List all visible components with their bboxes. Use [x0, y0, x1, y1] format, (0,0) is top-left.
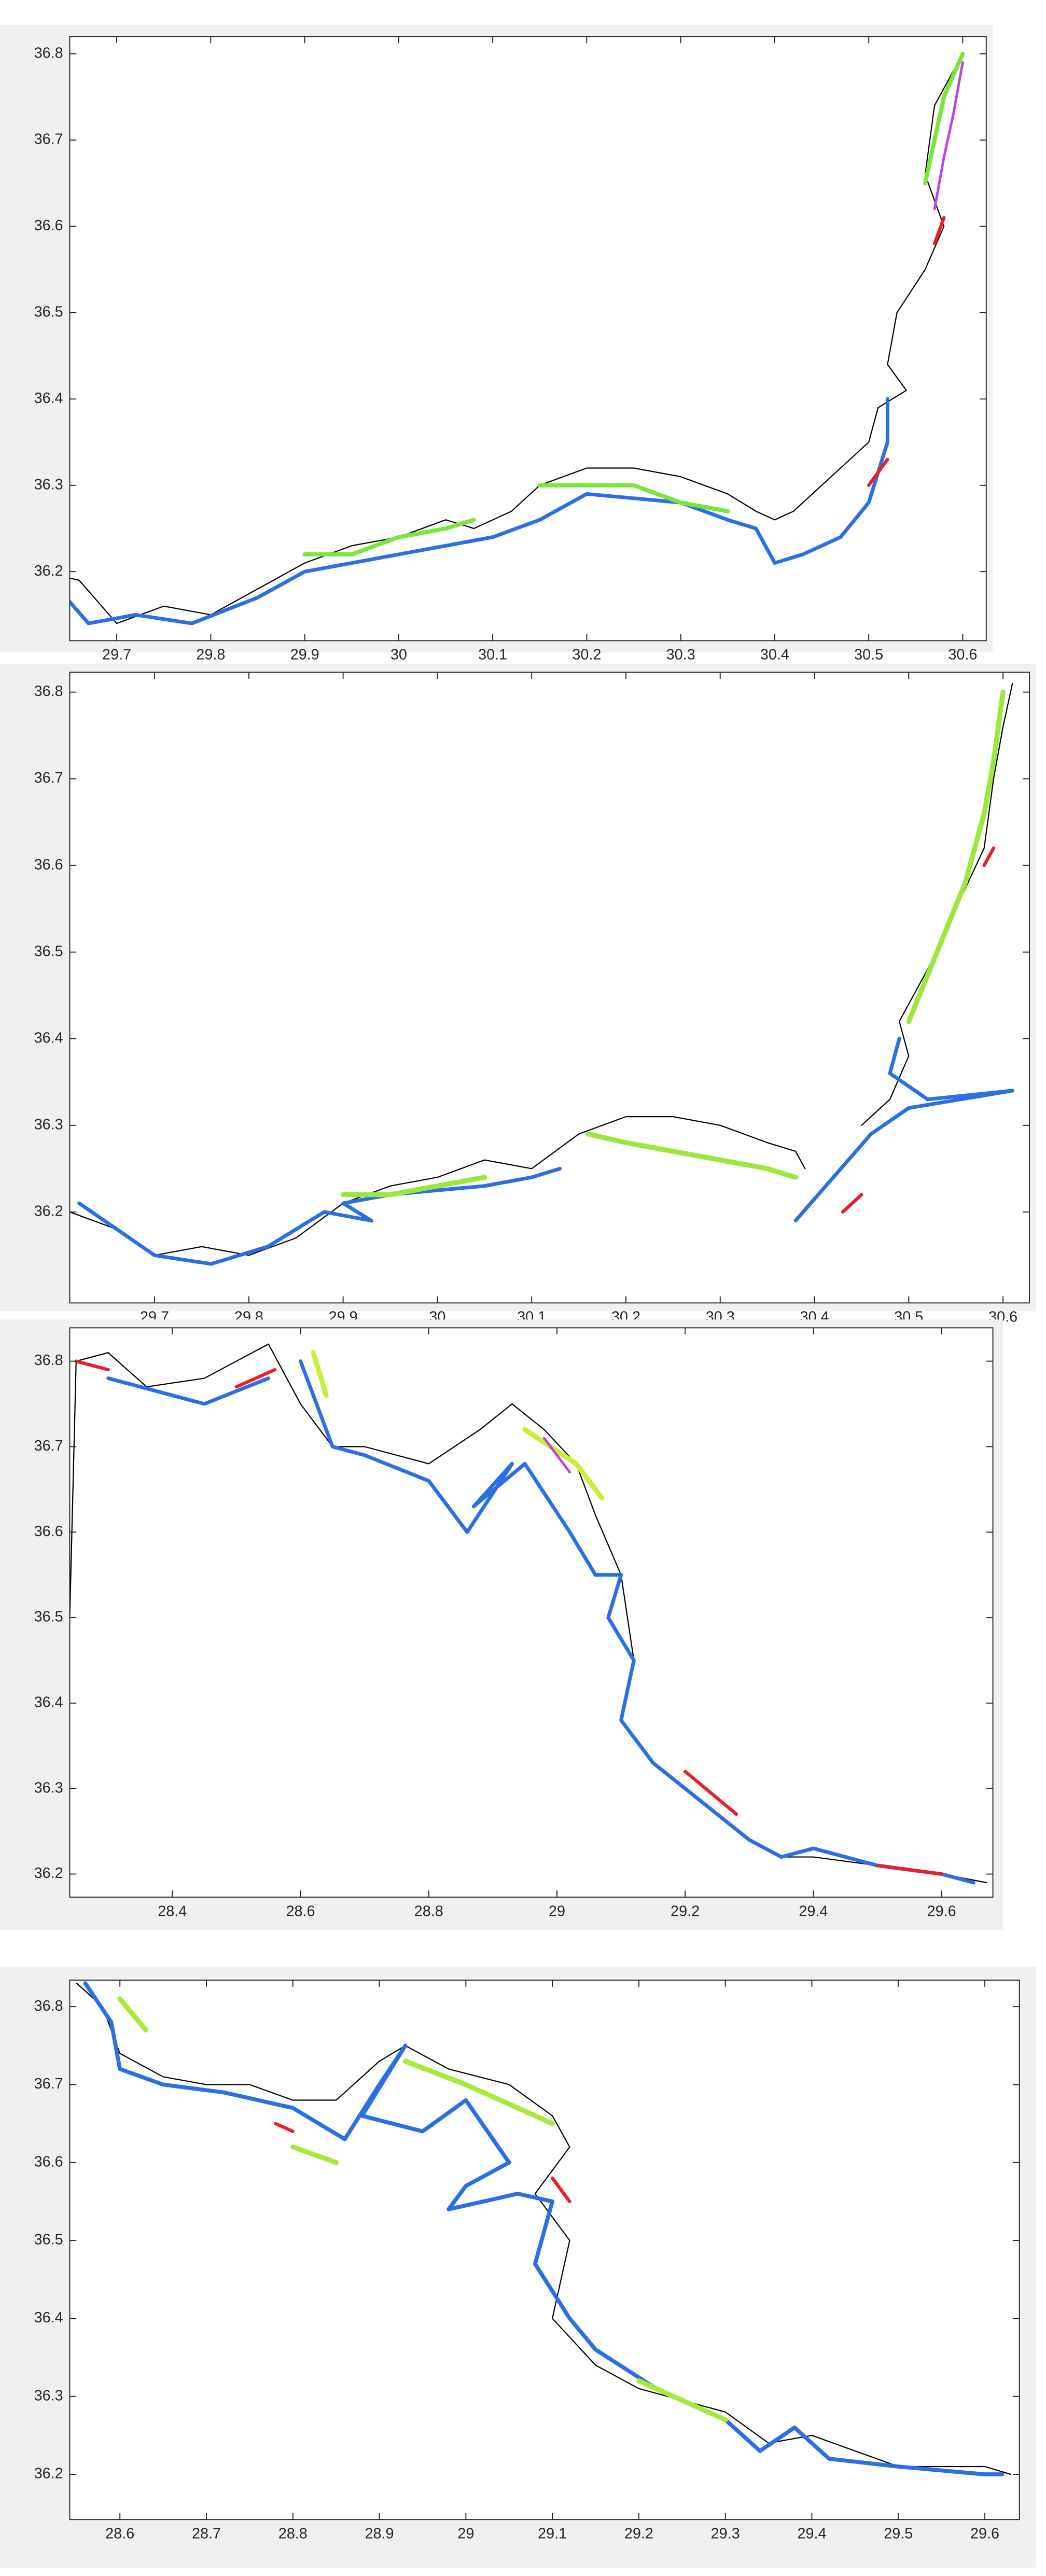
x-tick-label: 30.2	[572, 647, 601, 663]
track	[74, 1359, 943, 1876]
track	[867, 216, 946, 487]
y-tick-label: 36.2	[34, 1203, 63, 1220]
plot: 29.7 29.8 29.9 30 30.1 30.2 30.3 30.4 30.5 30.6 36…	[0, 25, 993, 663]
x-tick-label: 28.7	[192, 2526, 221, 2542]
plot: 28.6 28.7 28.8 28.9 29 29.1 29.2 29.3 29.4 29.5 29…	[0, 1967, 1036, 2568]
data-layer	[69, 683, 1014, 1266]
track	[542, 1437, 571, 1474]
x-tick-label: 30.3	[666, 647, 695, 663]
data-layer	[76, 1981, 1012, 2476]
y-tick-label: 36.7	[34, 770, 63, 786]
y-tick-label: 36.6	[34, 1523, 63, 1540]
y-tick-label: 36.8	[34, 45, 63, 61]
y-tick-label: 36.3	[34, 2387, 63, 2404]
track	[117, 1996, 728, 2422]
y-tick-label: 36.3	[34, 1116, 63, 1133]
x-tick-label: 29	[457, 2526, 474, 2542]
axes-background	[69, 36, 986, 641]
y-tick-label: 36.5	[34, 943, 63, 959]
y-tick-label: 36.8	[34, 683, 63, 700]
x-tick-label: 30.5	[854, 647, 883, 663]
x-tick-label: 29.6	[927, 1903, 956, 1919]
axes-background	[69, 672, 1029, 1303]
x-tick-label: 28.9	[365, 2526, 394, 2542]
y-tick-label: 36.6	[34, 2153, 63, 2170]
x-tick-label: 29.8	[196, 647, 225, 663]
y-tick-label: 36.7	[34, 2076, 63, 2092]
axes-box	[69, 36, 987, 642]
track	[340, 689, 1006, 1198]
y-tick-label: 36.5	[34, 1609, 63, 1625]
track	[77, 1037, 1014, 1266]
axes-background	[69, 1328, 993, 1898]
track	[83, 1981, 1005, 2476]
x-tick-label: 28.6	[105, 2526, 134, 2542]
x-tick-label: 29.5	[884, 2526, 913, 2542]
y-tick-label: 36.4	[34, 390, 63, 407]
y-tick-label: 36.2	[34, 1865, 63, 1882]
y-tick-label: 36.7	[34, 131, 63, 148]
track	[311, 1350, 605, 1501]
y-tick-label: 36.6	[34, 856, 63, 873]
x-tick-label: 29.6	[970, 2526, 999, 2542]
x-tick-label: 29.2	[624, 2526, 653, 2542]
x-tick-label: 28.6	[286, 1903, 315, 1919]
track	[841, 846, 996, 1214]
x-tick-label: 29.3	[711, 2526, 740, 2542]
track	[302, 51, 965, 556]
y-tick-label: 36.4	[34, 1694, 63, 1711]
x-tick-label: 28.4	[158, 1903, 187, 1919]
plot: 29.7 29.8 29.9 30 30.1 30.2 30.3 30.4 30.5 30.636…	[0, 664, 1036, 1326]
track	[933, 61, 964, 211]
track	[106, 1359, 975, 1885]
y-tick-label: 36.8	[34, 1352, 63, 1369]
x-tick-label: 29.4	[799, 1903, 828, 1919]
x-tick-label: 30.4	[760, 647, 789, 663]
y-tick-label: 36.2	[34, 563, 63, 579]
y-tick-label: 36.5	[34, 2232, 63, 2248]
y-tick-label: 36.6	[34, 217, 63, 234]
x-tick-label: 29.9	[290, 647, 319, 663]
axes-box	[69, 672, 1030, 1304]
y-tick-label: 36.4	[34, 2309, 63, 2326]
y-tick-label: 36.3	[34, 1779, 63, 1796]
y-tick-label: 36.8	[34, 1998, 63, 2014]
y-tick-label: 36.3	[34, 476, 63, 493]
y-tick-label: 36.7	[34, 1438, 63, 1454]
x-tick-label: 29.7	[102, 647, 131, 663]
coastline	[69, 53, 964, 624]
plot: 28.4 28.6 28.8 29 29.2 29.4 29.6 36.2 36.3 36.4 36…	[0, 1319, 1003, 1931]
axes-box	[69, 1980, 1020, 2521]
data-layer	[69, 1343, 987, 1885]
x-tick-label: 29.4	[797, 2526, 826, 2542]
x-tick-label: 28.8	[278, 2526, 308, 2542]
track	[69, 397, 889, 625]
x-tick-label: 29	[549, 1903, 565, 1919]
x-tick-label: 29.1	[538, 2526, 567, 2542]
track	[274, 2122, 571, 2204]
x-tick-label: 28.8	[414, 1903, 443, 1919]
y-tick-label: 36.4	[34, 1029, 63, 1046]
y-tick-label: 36.2	[34, 2466, 63, 2482]
x-tick-label: 30	[390, 647, 407, 663]
data-layer	[69, 51, 965, 625]
x-tick-label: 29.2	[671, 1903, 700, 1919]
x-tick-label: 30.1	[478, 647, 507, 663]
x-tick-label: 30.6	[948, 647, 977, 663]
y-tick-label: 36.5	[34, 304, 63, 321]
axes-box	[69, 1327, 994, 1898]
axes-background	[69, 1980, 1020, 2520]
